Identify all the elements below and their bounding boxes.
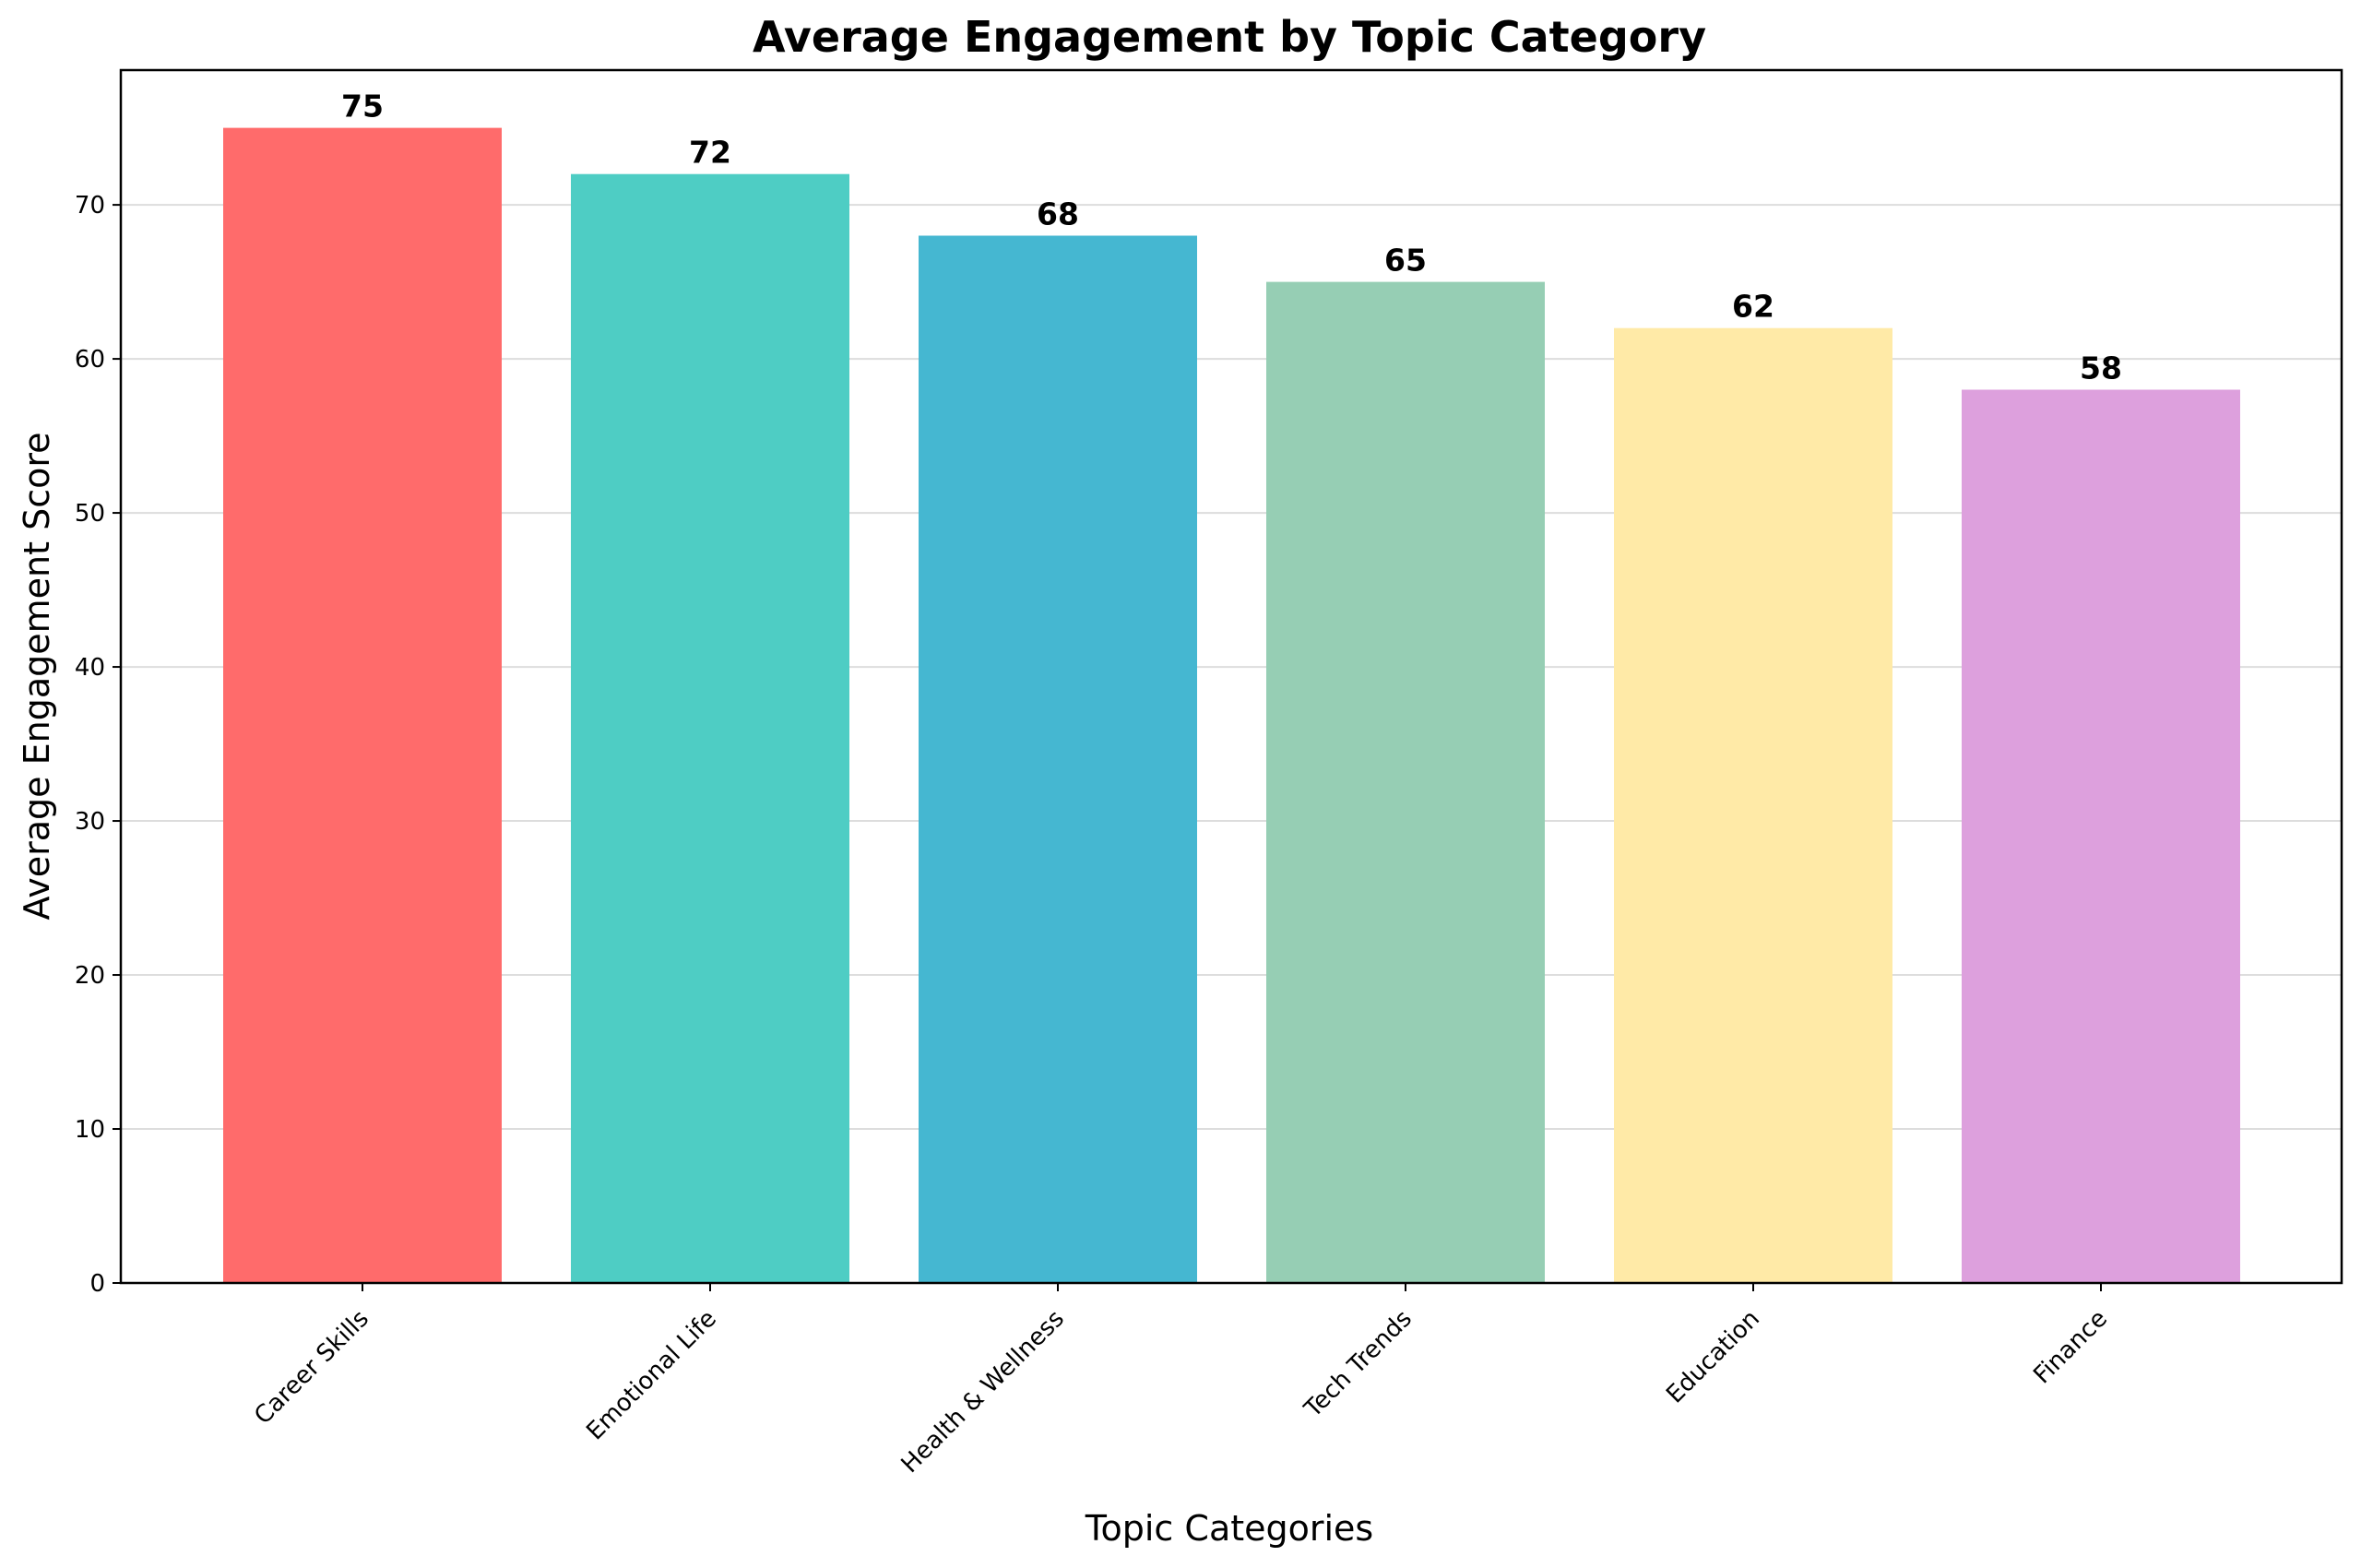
y-tick-label: 0 [89, 1270, 105, 1298]
bar [223, 127, 502, 1284]
y-tick-label: 10 [75, 1116, 105, 1144]
bar-data-label: 68 [1037, 196, 1079, 232]
bar-data-label: 75 [341, 89, 384, 125]
bar [1962, 389, 2240, 1283]
bar-data-label: 62 [1732, 289, 1774, 325]
data-label-layer: 75 72 68 65 62 58 [341, 89, 2122, 386]
y-tick-label: 50 [75, 500, 105, 528]
bar [1266, 281, 1545, 1284]
y-tick-label: 40 [75, 654, 105, 682]
plot-frame [119, 68, 2343, 1285]
bar [1614, 327, 1892, 1283]
bar-layer [223, 127, 2240, 1284]
x-axis-title: Topic Categories [1085, 1508, 1373, 1549]
y-tick-label: 60 [75, 346, 105, 374]
bar [571, 173, 849, 1284]
bar-data-label: 58 [2080, 350, 2122, 386]
bar [919, 235, 1197, 1283]
y-axis-ticks: 0 10 20 30 40 50 60 70 [75, 192, 121, 1298]
y-tick-label: 70 [75, 192, 105, 220]
bar-data-label: 65 [1384, 243, 1427, 279]
y-tick-label: 30 [75, 808, 105, 836]
y-axis-title: Average Engagement Score [17, 432, 57, 920]
y-tick-label: 20 [75, 962, 105, 990]
bar-data-label: 72 [689, 135, 731, 171]
chart-title: Average Engagement by Topic Category [753, 12, 1706, 62]
